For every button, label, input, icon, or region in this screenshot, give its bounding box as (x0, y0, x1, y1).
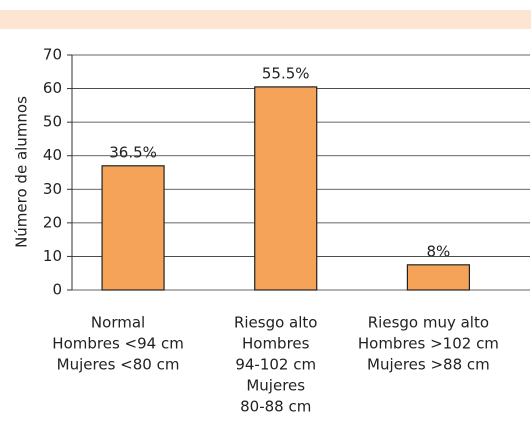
y-tick-label: 60 (43, 79, 62, 97)
x-tick-label: Normal (91, 314, 145, 332)
bar (101, 165, 165, 291)
bar-annotation: 55.5% (262, 64, 310, 82)
x-tick-label: Mujeres >88 cm (367, 356, 490, 374)
x-tick-label: Hombres <94 cm (52, 335, 184, 353)
bar-annotation: 36.5% (109, 143, 157, 161)
bar-annotation: 8% (427, 242, 451, 260)
y-tick-label: 30 (43, 180, 62, 198)
y-tick-label: 10 (43, 247, 62, 265)
y-tick-label: 20 (43, 213, 62, 231)
y-tick-label: 50 (43, 113, 62, 131)
x-tick-label: Hombres (242, 335, 310, 353)
x-tick-label: Riesgo muy alto (368, 314, 489, 332)
bar (254, 86, 318, 291)
x-tick-label: 94-102 cm (235, 356, 316, 374)
y-tick-label: 0 (52, 281, 62, 299)
x-tick-label: Hombres >102 cm (358, 335, 499, 353)
y-tick-label: 40 (43, 146, 62, 164)
y-tick-label: 70 (43, 46, 62, 64)
bar (406, 264, 470, 291)
y-axis-title: Número de alumnos (13, 96, 31, 248)
header-band (0, 10, 531, 29)
x-tick-label: Mujeres (246, 377, 305, 395)
x-tick-label: 80-88 cm (240, 398, 311, 416)
x-tick-label: Mujeres <80 cm (57, 356, 180, 374)
x-tick-label: Riesgo alto (234, 314, 318, 332)
